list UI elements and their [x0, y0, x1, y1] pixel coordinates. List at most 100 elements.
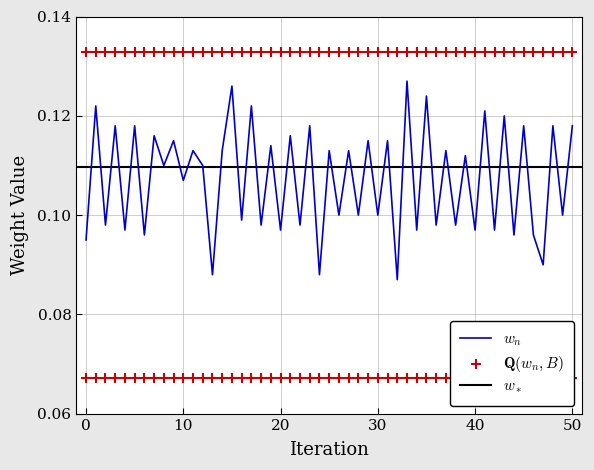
Point [120, 374, 129, 382]
Point [81, 374, 91, 382]
Point [393, 374, 402, 382]
$\mathbf{Q}(w_n, B)$ [568, 48, 577, 56]
Point [101, 374, 110, 382]
$\mathbf{Q}(w_n, B)$ [237, 48, 247, 56]
Point [91, 374, 100, 382]
$\mathbf{Q}(w_n, B)$ [500, 48, 509, 56]
Line: $w_n$: $w_n$ [86, 81, 573, 280]
$\mathbf{Q}(w_n, B)$ [558, 48, 567, 56]
Point [140, 374, 149, 382]
$\mathbf{Q}(w_n, B)$ [519, 48, 529, 56]
$w_n$ [452, 222, 459, 228]
$w_*$ [83, 164, 90, 169]
Point [568, 374, 577, 382]
Point [198, 374, 207, 382]
Point [451, 374, 460, 382]
Point [470, 374, 480, 382]
$\mathbf{Q}(w_n, B)$ [295, 48, 305, 56]
$w_n$ [189, 148, 197, 153]
Point [383, 374, 392, 382]
Point [344, 374, 353, 382]
$w_n$ [559, 212, 566, 218]
$\mathbf{Q}(w_n, B)$ [208, 48, 217, 56]
Point [500, 374, 509, 382]
$\mathbf{Q}(w_n, B)$ [509, 48, 519, 56]
$\mathbf{Q}(w_n, B)$ [81, 48, 91, 56]
$\mathbf{Q}(w_n, B)$ [130, 48, 140, 56]
$\mathbf{Q}(w_n, B)$ [257, 48, 266, 56]
Point [324, 374, 334, 382]
$\mathbf{Q}(w_n, B)$ [334, 48, 344, 56]
$\mathbf{Q}(w_n, B)$ [110, 48, 120, 56]
Point [169, 374, 178, 382]
Point [295, 374, 305, 382]
Point [110, 374, 120, 382]
Point [402, 374, 412, 382]
$\mathbf{Q}(w_n, B)$ [227, 48, 236, 56]
$\mathbf{Q}(w_n, B)$ [149, 48, 159, 56]
Point [441, 374, 451, 382]
$\mathbf{Q}(w_n, B)$ [431, 48, 441, 56]
$\mathbf{Q}(w_n, B)$ [217, 48, 227, 56]
$\mathbf{Q}(w_n, B)$ [451, 48, 460, 56]
$\mathbf{Q}(w_n, B)$ [480, 48, 489, 56]
$\mathbf{Q}(w_n, B)$ [188, 48, 198, 56]
Point [422, 374, 431, 382]
$\mathbf{Q}(w_n, B)$ [305, 48, 314, 56]
$w_n$ [569, 123, 576, 129]
$\mathbf{Q}(w_n, B)$ [393, 48, 402, 56]
$\mathbf{Q}(w_n, B)$ [344, 48, 353, 56]
$\mathbf{Q}(w_n, B)$ [412, 48, 422, 56]
$\mathbf{Q}(w_n, B)$ [402, 48, 412, 56]
Point [509, 374, 519, 382]
Point [548, 374, 558, 382]
Point [353, 374, 363, 382]
Point [276, 374, 285, 382]
$\mathbf{Q}(w_n, B)$ [548, 48, 558, 56]
Legend: $w_n$, $\mathbf{Q}(w_n, B)$, $w_*$: $w_n$, $\mathbf{Q}(w_n, B)$, $w_*$ [450, 321, 574, 406]
$\mathbf{Q}(w_n, B)$ [441, 48, 451, 56]
$\mathbf{Q}(w_n, B)$ [470, 48, 480, 56]
Point [431, 374, 441, 382]
Point [373, 374, 383, 382]
$\mathbf{Q}(w_n, B)$ [373, 48, 383, 56]
Point [364, 374, 373, 382]
$\mathbf{Q}(w_n, B)$ [140, 48, 149, 56]
$\mathbf{Q}(w_n, B)$ [353, 48, 363, 56]
Point [519, 374, 529, 382]
$\mathbf{Q}(w_n, B)$ [198, 48, 207, 56]
Point [286, 374, 295, 382]
$\mathbf{Q}(w_n, B)$ [159, 48, 169, 56]
Y-axis label: Weight Value: Weight Value [11, 155, 29, 275]
Point [315, 374, 324, 382]
Point [237, 374, 247, 382]
Point [334, 374, 344, 382]
Point [412, 374, 422, 382]
Point [130, 374, 140, 382]
$\mathbf{Q}(w_n, B)$ [276, 48, 285, 56]
$w_n$ [228, 83, 235, 89]
$\mathbf{Q}(w_n, B)$ [120, 48, 129, 56]
$w_n$ [238, 217, 245, 223]
Point [480, 374, 489, 382]
$\mathbf{Q}(w_n, B)$ [460, 48, 470, 56]
Point [149, 374, 159, 382]
Point [460, 374, 470, 382]
$\mathbf{Q}(w_n, B)$ [101, 48, 110, 56]
$w_*$ [92, 164, 99, 169]
Point [558, 374, 567, 382]
$\mathbf{Q}(w_n, B)$ [324, 48, 334, 56]
$\mathbf{Q}(w_n, B)$ [179, 48, 188, 56]
Point [266, 374, 276, 382]
Point [208, 374, 217, 382]
$\mathbf{Q}(w_n, B)$ [247, 48, 256, 56]
Point [247, 374, 256, 382]
Point [179, 374, 188, 382]
$\mathbf{Q}(w_n, B)$ [91, 48, 100, 56]
Point [188, 374, 198, 382]
$\mathbf{Q}(w_n, B)$ [169, 48, 178, 56]
$\mathbf{Q}(w_n, B)$ [538, 48, 548, 56]
$\mathbf{Q}(w_n, B)$ [490, 48, 500, 56]
$\mathbf{Q}(w_n, B)$ [529, 48, 538, 56]
$w_n$ [83, 237, 90, 243]
